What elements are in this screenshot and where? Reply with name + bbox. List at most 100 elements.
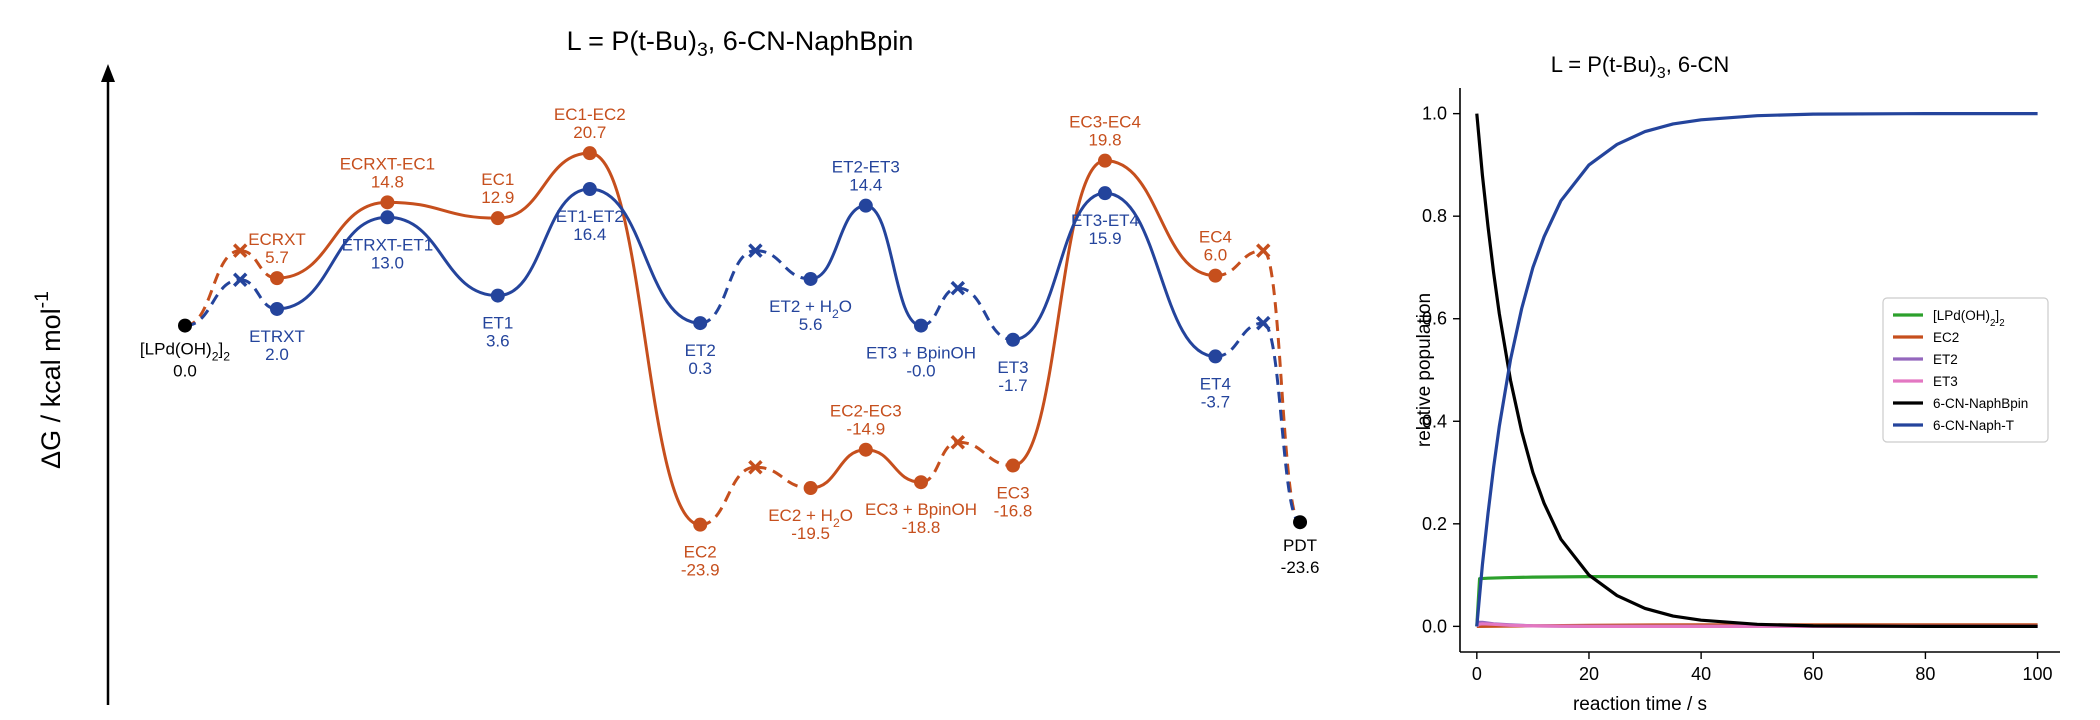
state-marker-ec4	[1208, 268, 1223, 283]
state-value-label: 14.8	[371, 172, 404, 191]
series-et-segment	[497, 187, 590, 298]
series-et-segment	[387, 215, 498, 298]
series-ec-segment	[755, 465, 811, 490]
crossing-point-marker	[950, 280, 966, 296]
y-tick-label: 0.4	[1422, 411, 1447, 431]
crossing-point-marker	[950, 434, 966, 450]
state-marker-ec2-ec3	[858, 442, 873, 457]
energy-profile-paths	[184, 151, 1302, 527]
population-panel: L = P(t-Bu)3, 6-CN 0.0 0.2 0.4 0.6 0.8 1.0 0 20…	[1414, 52, 2060, 715]
legend-label: 6-CN-Naph-T	[1933, 418, 2014, 433]
population-y-axis-label: relative population	[1414, 293, 1435, 447]
legend-label: 6-CN-NaphBpin	[1933, 396, 2028, 411]
common-state-value-label: 0.0	[173, 362, 197, 381]
state-marker-etrxt-et1	[380, 210, 395, 225]
series-ec-segment	[1261, 249, 1302, 524]
series-ec-segment	[184, 249, 241, 328]
y-tick-label: 1.0	[1422, 104, 1447, 124]
state-label: EC3 + BpinOH	[865, 500, 977, 519]
state-value-label: 0.3	[688, 359, 712, 378]
state-value-label: 16.4	[573, 225, 606, 244]
state-marker-et2-h	[803, 271, 818, 286]
state-label: ET4	[1200, 374, 1231, 393]
state-marker-ecrxt	[270, 271, 284, 286]
state-label: ECRXT	[248, 230, 306, 249]
state-value-label: -18.8	[902, 518, 941, 537]
state-label: ET3-ET4	[1071, 211, 1139, 230]
series-et-segment	[1012, 191, 1106, 342]
x-tick-label: 40	[1691, 664, 1711, 684]
state-value-label: 19.8	[1088, 131, 1121, 150]
series-et-segment	[1262, 321, 1301, 524]
state-marker-ec1-ec2	[582, 146, 597, 161]
crossing-point-marker	[748, 459, 763, 475]
series-ec-segment	[387, 200, 498, 220]
series-line-et3	[1475, 622, 2038, 629]
series-ec-segment	[497, 151, 590, 220]
crossing-point-marker	[1256, 243, 1271, 258]
series-et-segment	[1104, 191, 1216, 358]
x-tick-label: 80	[1915, 664, 1935, 684]
state-label: EC4	[1199, 228, 1232, 247]
population-axes: 0.0 0.2 0.4 0.6 0.8 1.0 0 20 40 60 80 100	[1422, 88, 2060, 684]
state-label: ET2	[685, 341, 716, 360]
series-line-6-cn-naphbpin	[1475, 113, 2038, 629]
state-label: EC3-EC4	[1069, 113, 1141, 132]
state-value-label: 14.4	[849, 176, 882, 195]
state-marker-et4	[1208, 349, 1223, 364]
legend-label: [LPd(OH)2]2	[1933, 308, 2005, 329]
state-value-label: -16.8	[994, 502, 1033, 521]
crossing-point-marker	[748, 243, 763, 258]
legend-label: ET3	[1933, 374, 1958, 389]
series-et-segment	[1215, 321, 1264, 358]
series-et-segment	[184, 278, 241, 328]
state-marker-et2-et3	[858, 198, 873, 213]
y-tick-label: 0.2	[1422, 514, 1447, 534]
state-label: EC1	[481, 170, 514, 189]
state-value-label: 15.9	[1088, 229, 1121, 248]
state-label: ETRXT	[249, 327, 305, 346]
series-et-segment	[589, 187, 701, 325]
series-line--lpd-oh-2-2	[1475, 574, 2038, 627]
series-ec-segment	[1012, 159, 1106, 468]
series-ec-segment	[589, 151, 701, 527]
x-tick-label: 0	[1472, 664, 1482, 684]
legend-box	[1882, 297, 2049, 443]
series-ec-segment	[810, 448, 866, 490]
state-label: ET2 + H2O	[769, 297, 852, 321]
series-ec-segment	[1104, 159, 1216, 278]
legend-label: EC2	[1933, 330, 1959, 345]
state-label: EC2 + H2O	[768, 506, 853, 530]
series-et-segment	[276, 215, 388, 311]
state-label: ET3 + BpinOH	[866, 344, 976, 363]
state-label: EC1-EC2	[554, 105, 626, 124]
series-ec-segment	[957, 440, 1014, 468]
state-marker-ecrxt-ec1	[380, 195, 395, 210]
state-marker-et1-et2	[582, 181, 597, 196]
population-title: L = P(t-Bu)3, 6-CN	[1551, 52, 1730, 82]
x-tick-label: 100	[2023, 664, 2053, 684]
state-marker-ec2-h	[803, 481, 818, 496]
state-value-label: 2.0	[265, 345, 289, 364]
state-value-label: -14.9	[846, 420, 885, 439]
common-state-label: [LPd(OH)2]2	[140, 340, 230, 364]
state-marker-et2	[693, 316, 708, 331]
state-value-label: -0.0	[906, 362, 935, 381]
state-label: EC3	[996, 484, 1029, 503]
state-marker-et3-bpinoh	[914, 318, 928, 333]
state-label: ETRXT-ET1	[342, 235, 434, 254]
y-tick-label: 0.8	[1422, 206, 1447, 226]
state-value-label: -1.7	[998, 376, 1027, 395]
state-label: ET1-ET2	[556, 207, 624, 226]
reactant-marker	[178, 318, 192, 333]
series-et-segment	[810, 204, 867, 281]
state-marker-et1	[490, 288, 505, 303]
state-value-label: 5.6	[799, 315, 823, 334]
population-x-axis-label: reaction time / s	[1573, 694, 1707, 715]
series-et-segment	[699, 249, 756, 325]
product-marker	[1293, 515, 1308, 530]
state-value-label: 20.7	[573, 123, 606, 142]
